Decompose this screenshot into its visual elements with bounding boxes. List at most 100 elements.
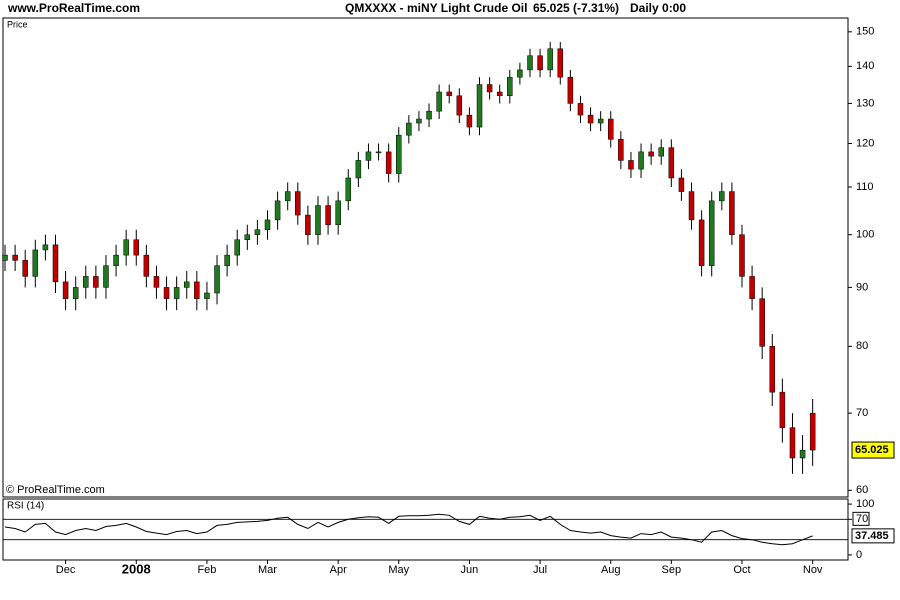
y-tick-label: 90 [856, 281, 868, 293]
candle-body [12, 254, 18, 261]
y-tick-label: 80 [856, 340, 868, 352]
candle-body [234, 239, 240, 256]
candle-body [446, 91, 452, 97]
y-tick-label: 70 [856, 407, 868, 419]
interval: Daily 0:00 [630, 1, 686, 15]
candle-body [93, 276, 99, 288]
candle-body [365, 151, 372, 161]
candle-body [224, 254, 230, 266]
y-tick-label: 60 [856, 484, 868, 496]
candle-body [688, 191, 695, 221]
x-tick-label: Jul [533, 564, 547, 576]
site: www.ProRealTime.com [7, 1, 140, 15]
last-price-label: 65.025 [855, 444, 889, 456]
candle-body [264, 219, 271, 230]
candle-body [345, 177, 352, 202]
candle-body [183, 281, 190, 288]
candle-body [729, 191, 735, 235]
candle-body [436, 91, 442, 112]
candle-body [214, 265, 220, 294]
candle-body [557, 48, 564, 78]
candle-body [698, 219, 705, 266]
candle-body [173, 287, 180, 299]
candle-body [638, 151, 644, 170]
candle-body [42, 244, 49, 251]
candle-body [608, 118, 614, 140]
candle-body [305, 214, 311, 235]
rsi-tick-label: 100 [856, 498, 874, 510]
y-tick-label: 140 [856, 60, 874, 72]
candle-body [648, 151, 654, 157]
x-tick-label: Aug [601, 564, 621, 576]
candle-body [406, 122, 412, 136]
x-tick-label: Mar [258, 564, 277, 576]
rsi-tick-label: 0 [856, 549, 862, 561]
candle-body [143, 254, 150, 277]
candle-body [22, 260, 28, 277]
candle-body [527, 55, 533, 71]
candle-body [113, 254, 119, 266]
candle-body [597, 118, 604, 124]
candle-body [809, 412, 816, 451]
candle-body [163, 287, 170, 299]
candle-body [547, 48, 553, 71]
candle-body [395, 134, 402, 174]
candle-body [476, 84, 483, 128]
candle-body [194, 281, 200, 299]
x-tick-label: Apr [330, 564, 347, 576]
candle-body [658, 147, 664, 157]
candle-body [62, 281, 69, 299]
x-tick-label: Nov [803, 564, 823, 576]
candle-body [416, 118, 422, 124]
candle-body [567, 76, 574, 104]
y-tick-label: 110 [856, 181, 874, 193]
x-tick-label: Jun [461, 564, 479, 576]
candle-body [668, 147, 675, 179]
candle-body [295, 191, 301, 216]
y-tick-label: 120 [856, 137, 874, 149]
candle-body [739, 234, 745, 277]
rsi-last-label: 37.485 [855, 530, 889, 542]
y-tick-label: 130 [856, 97, 874, 109]
candle-body [537, 55, 543, 71]
candle-body [587, 114, 594, 124]
rsi-line [4, 513, 813, 546]
candle-body [244, 234, 251, 240]
candle-body [426, 110, 432, 120]
candle-body [274, 200, 281, 221]
candle-body [507, 76, 513, 97]
rsi-tick-label: 70 [856, 513, 868, 525]
rsi-level-box [852, 511, 870, 526]
candle-body [32, 249, 39, 277]
candle-body [123, 239, 129, 256]
candle-body [375, 151, 382, 154]
rsi-label: RSI (14) [7, 501, 44, 512]
x-tick-label: Feb [197, 564, 216, 576]
candle-body [133, 239, 140, 256]
y-tick-label: 100 [856, 229, 874, 241]
candle-body [779, 391, 786, 428]
candle-body [284, 191, 291, 202]
candle-body [355, 160, 362, 179]
x-tick-label: May [388, 564, 409, 576]
last-price: 65.025 (-7.31%) [533, 1, 619, 15]
candle-body [335, 200, 341, 226]
candle-body [749, 276, 755, 299]
x-tick-label: Sep [662, 564, 682, 576]
candle-body [496, 91, 503, 97]
x-tick-label: Oct [733, 564, 750, 576]
candle-body [83, 276, 89, 288]
candle-body [466, 114, 473, 128]
candle-body [708, 200, 715, 266]
rsi-last-box [851, 528, 895, 544]
candle-body [517, 69, 523, 78]
candle-body [103, 265, 109, 288]
rsi-panel [2, 498, 849, 561]
x-tick-label: Dec [56, 564, 76, 576]
candle-body [769, 346, 776, 393]
candle-body [719, 191, 725, 202]
candle-body [72, 287, 79, 299]
candle-body [759, 298, 765, 347]
